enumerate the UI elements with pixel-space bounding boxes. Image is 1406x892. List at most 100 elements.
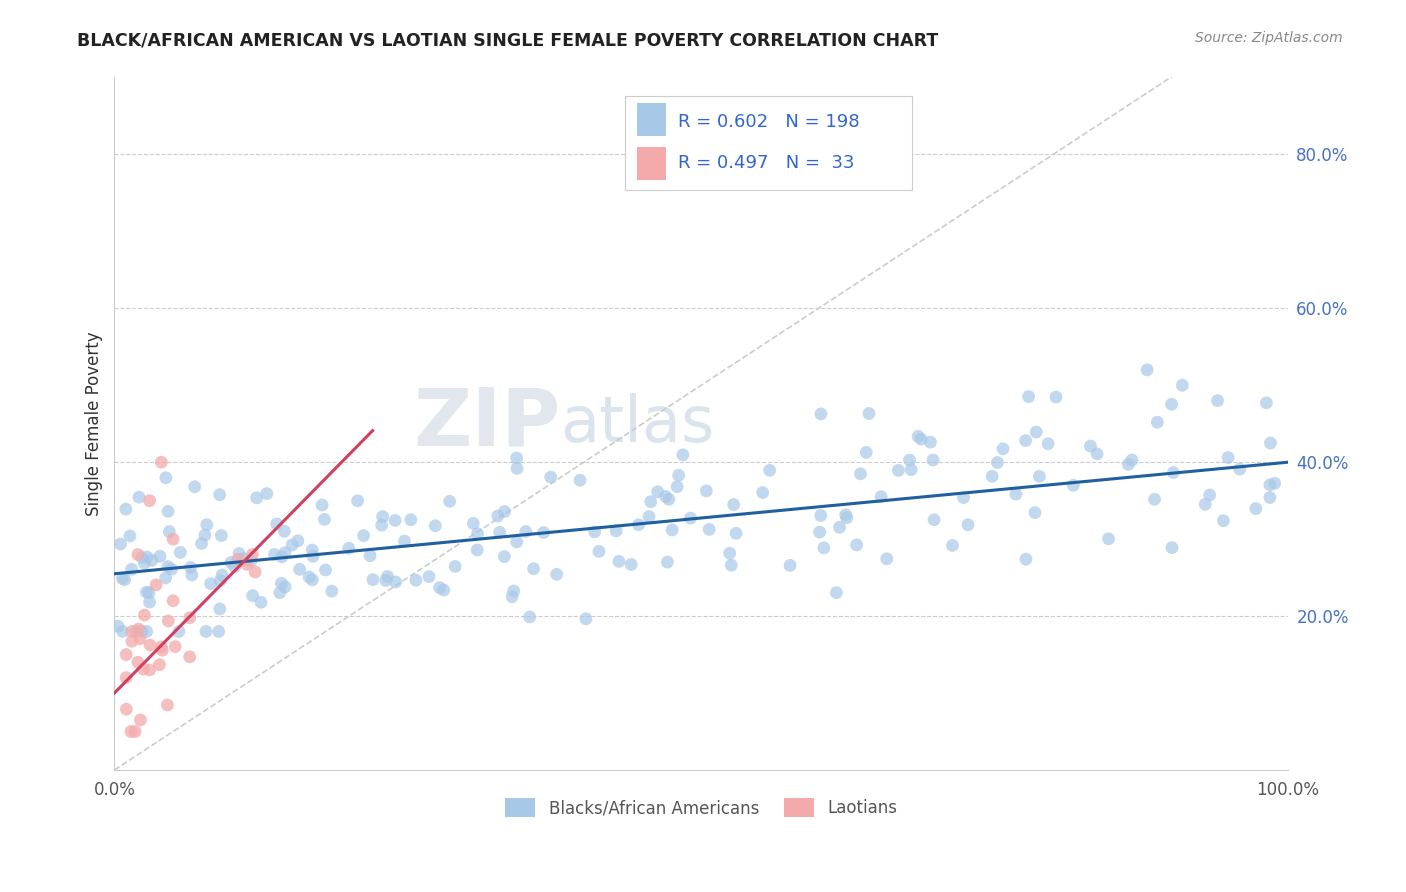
Point xyxy=(1244,501,1267,516)
Point xyxy=(115,502,138,516)
Point xyxy=(337,541,360,556)
Point xyxy=(1194,497,1216,511)
Point xyxy=(981,469,1004,483)
Point xyxy=(1097,532,1119,546)
Point xyxy=(813,541,835,555)
Point xyxy=(321,584,343,599)
Point xyxy=(162,593,184,607)
Point xyxy=(127,548,149,562)
Point xyxy=(219,556,242,570)
Point xyxy=(346,493,368,508)
Point xyxy=(605,524,627,538)
Point xyxy=(149,549,172,564)
Point xyxy=(298,570,321,584)
Point xyxy=(150,455,173,469)
Point xyxy=(1085,447,1108,461)
Point xyxy=(281,538,304,552)
Point xyxy=(269,585,291,599)
Point xyxy=(433,582,456,597)
Point xyxy=(374,574,396,588)
Point xyxy=(111,572,134,586)
Point xyxy=(695,483,717,498)
Point xyxy=(672,448,695,462)
Point xyxy=(523,562,546,576)
Point xyxy=(1143,492,1166,507)
Point xyxy=(256,486,278,500)
Point xyxy=(887,463,910,477)
Point xyxy=(157,504,180,518)
Point xyxy=(167,624,190,639)
Bar xyxy=(637,103,666,136)
Point xyxy=(134,608,156,623)
Point xyxy=(758,463,780,477)
Point xyxy=(128,490,150,504)
Point xyxy=(1025,425,1047,439)
Point xyxy=(224,560,246,574)
Point xyxy=(377,569,399,583)
Point xyxy=(139,638,162,652)
Point xyxy=(661,523,683,537)
Point xyxy=(1014,434,1036,448)
Point xyxy=(138,493,160,508)
Point xyxy=(1229,462,1251,476)
Point xyxy=(465,543,488,558)
Point xyxy=(125,624,148,639)
Point xyxy=(849,467,872,481)
FancyBboxPatch shape xyxy=(624,96,912,190)
Point xyxy=(1161,541,1184,555)
Point xyxy=(956,517,979,532)
Point xyxy=(160,562,183,576)
Point xyxy=(135,585,157,599)
Point xyxy=(273,524,295,539)
Point xyxy=(1146,415,1168,429)
Point xyxy=(405,573,427,587)
Point xyxy=(825,585,848,599)
Point xyxy=(1256,396,1278,410)
Point xyxy=(115,648,138,662)
Point xyxy=(107,619,129,633)
Point xyxy=(1080,439,1102,453)
Point xyxy=(666,480,689,494)
Text: R = 0.497   N =  33: R = 0.497 N = 33 xyxy=(678,154,855,172)
Point xyxy=(607,554,630,568)
Point xyxy=(1171,378,1194,392)
Point xyxy=(311,498,333,512)
Point xyxy=(502,584,524,599)
Point xyxy=(720,558,742,573)
Point xyxy=(111,624,134,639)
Point xyxy=(242,589,264,603)
Point xyxy=(900,463,922,477)
Point xyxy=(907,429,929,443)
Point xyxy=(169,545,191,559)
Point xyxy=(668,468,690,483)
Point xyxy=(910,432,932,446)
Point xyxy=(128,632,150,646)
Point xyxy=(141,553,163,567)
Text: atlas: atlas xyxy=(561,392,714,455)
Point xyxy=(575,612,598,626)
Point xyxy=(920,435,942,450)
Point xyxy=(288,562,311,576)
Point xyxy=(1198,488,1220,502)
Point xyxy=(200,576,222,591)
Point xyxy=(679,511,702,525)
Point xyxy=(179,649,201,664)
Point xyxy=(488,525,510,540)
Point xyxy=(121,562,143,576)
Point xyxy=(145,578,167,592)
Point xyxy=(941,539,963,553)
Point xyxy=(640,494,662,508)
Point xyxy=(399,513,422,527)
Point xyxy=(270,576,292,591)
Point xyxy=(569,473,592,487)
Point xyxy=(156,698,179,712)
Point xyxy=(129,713,152,727)
Point xyxy=(1212,514,1234,528)
Point xyxy=(991,442,1014,456)
Point xyxy=(835,510,858,524)
Point xyxy=(155,471,177,485)
Point xyxy=(506,461,529,475)
Point xyxy=(236,558,259,572)
Point xyxy=(1160,397,1182,411)
Point xyxy=(384,513,406,527)
